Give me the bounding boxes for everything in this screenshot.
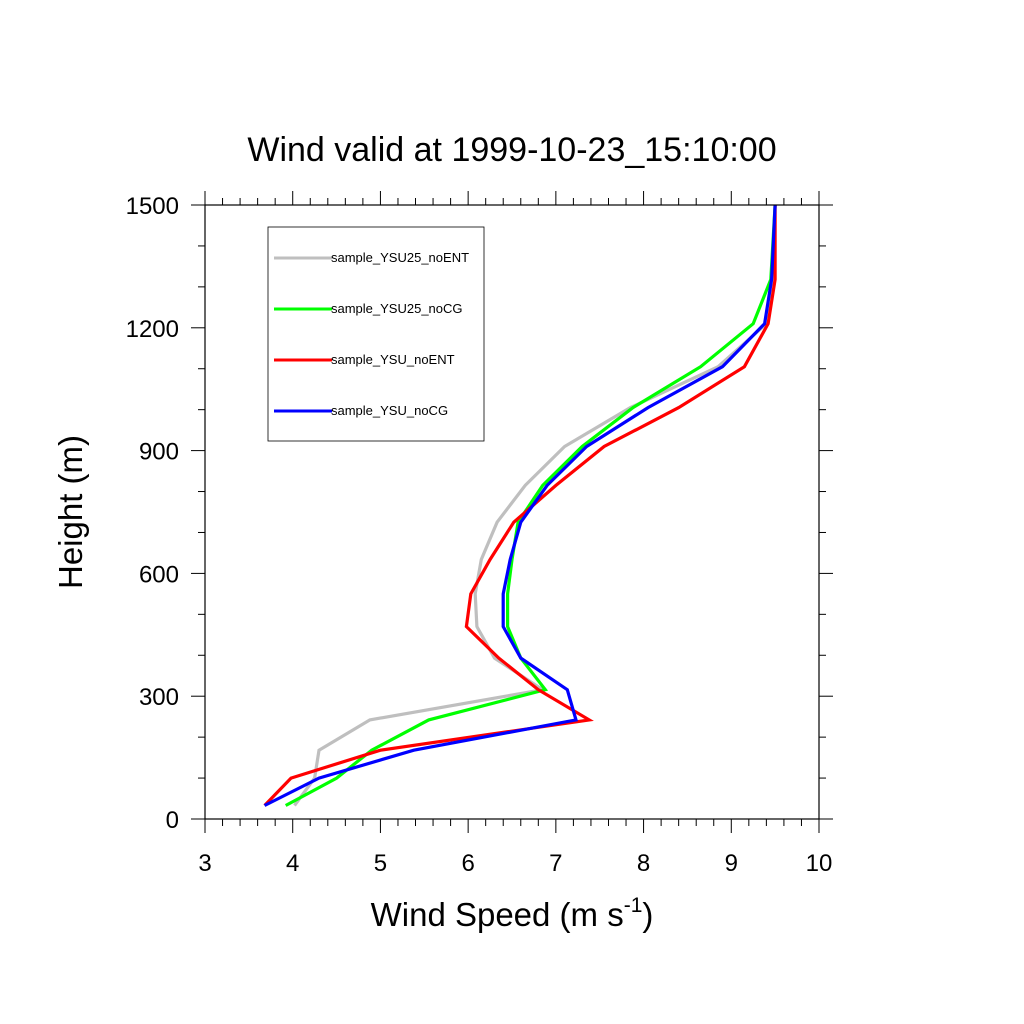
x-tick-label: 5 [374,850,387,877]
legend-label: sample_YSU25_noCG [331,301,463,316]
legend: sample_YSU25_noENT sample_YSU25_noCGsampl… [267,226,485,442]
tick-labels: 3 4 5 6 7 8 9 10 0 300 600 900 1200 1500 [126,193,833,877]
plot-series [263,204,777,807]
x-axis-label-main: Wind Speed (m s [371,896,624,933]
legend-label: sample_YSU25_noENT [331,250,469,265]
y-tick-label: 0 [166,807,179,834]
y-tick-label: 1200 [126,316,179,343]
chart-title: Wind valid at 1999-10-23_15:10:00 [247,131,776,169]
series-line-sample_YSU_noCG [263,204,777,807]
x-tick-label: 3 [198,850,211,877]
legend-box [267,226,485,442]
legend-label: sample_YSU_noENT [331,352,455,367]
x-tick-label: 4 [286,850,299,877]
y-tick-label: 300 [139,684,179,711]
series-line-sample_YSU25_noENT [293,204,777,807]
series-line-sample_YSU25_noCG [284,204,777,807]
x-tick-label: 9 [725,850,738,877]
x-tick-label: 7 [549,850,562,877]
x-axis-label-end: ) [642,896,653,933]
legend-label: sample_YSU_noCG [331,403,448,418]
plot-frame [204,204,820,820]
x-tick-label: 6 [461,850,474,877]
x-axis-label: Wind Speed (m s-1) [371,894,654,933]
y-tick-label: 600 [139,561,179,588]
y-tick-label: 1500 [126,193,179,220]
x-axis-label-superscript: -1 [624,894,643,917]
y-axis-label: Height (m) [52,435,89,589]
legend-entries: sample_YSU25_noENT sample_YSU25_noCGsampl… [274,250,469,418]
x-tick-label: 8 [637,850,650,877]
x-tick-label: 10 [806,850,833,877]
y-tick-label: 900 [139,439,179,466]
axis-ticks [191,191,833,833]
